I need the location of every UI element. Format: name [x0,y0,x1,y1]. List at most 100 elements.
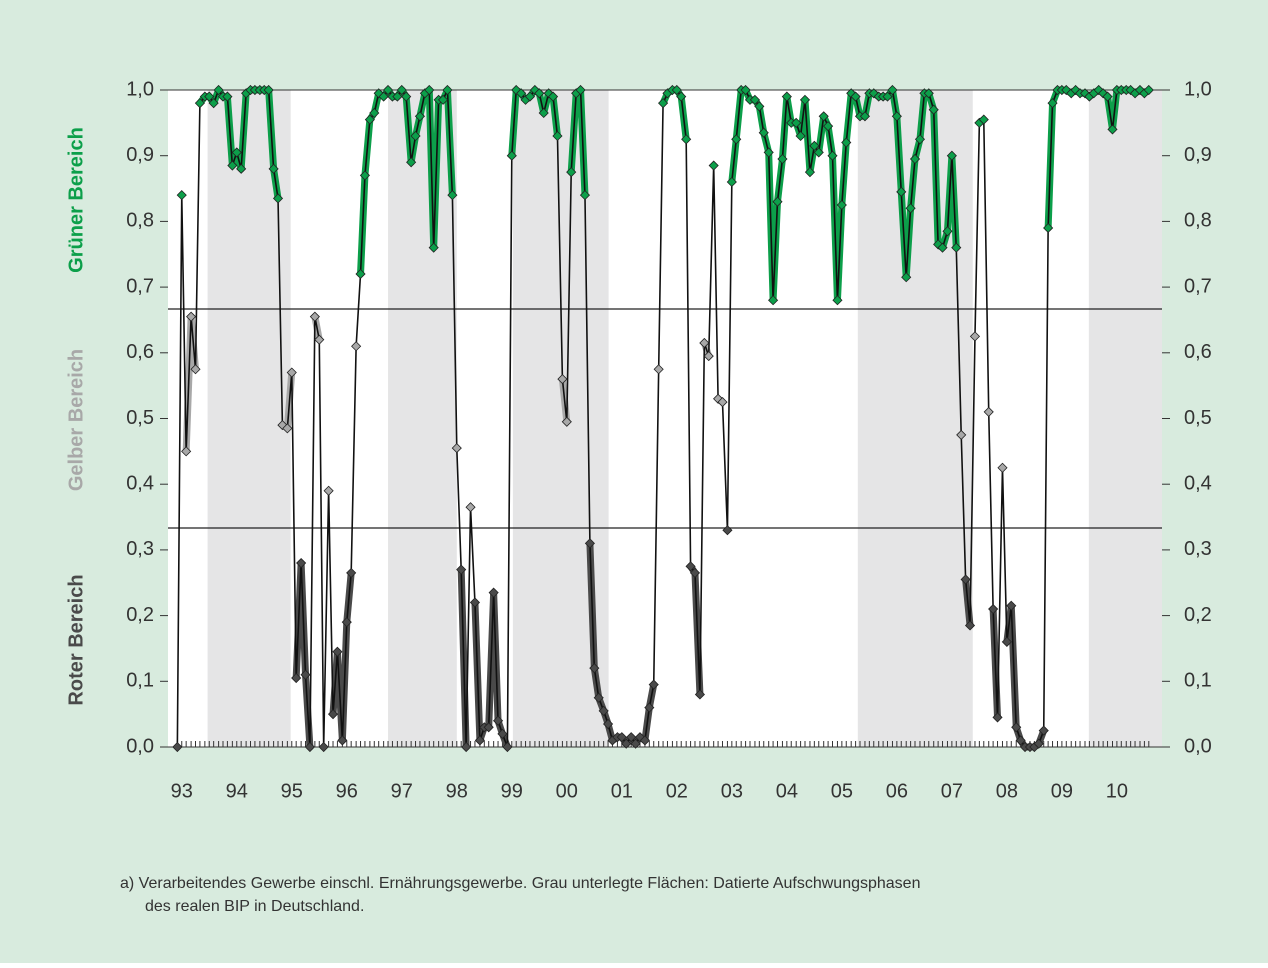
marker [621,738,632,749]
zone-label: Grüner Bereich [65,127,87,273]
y-tick-label: 0,8 [126,210,154,232]
marker [1107,124,1118,135]
marker [492,715,504,726]
marker [1102,91,1113,102]
marker [832,295,843,306]
marker [648,679,659,690]
marker [823,121,834,132]
marker [286,367,297,378]
marker [689,567,701,578]
marker [566,167,577,178]
marker [557,374,568,385]
marker [795,130,806,142]
marker [364,114,375,125]
marker [304,741,315,753]
marker [456,564,467,575]
marker [644,702,655,713]
marker [909,153,921,165]
y-tick-label: 0,5 [126,407,154,429]
marker [768,295,779,306]
marker [194,98,205,109]
marker [616,732,627,743]
marker [1079,88,1091,99]
marker [694,689,705,700]
marker [511,84,522,96]
marker [552,130,563,142]
marker [960,574,971,585]
x-tick-label: 94 [226,780,248,802]
y-tick-label: 0,2 [126,604,154,626]
footnote: a) Verarbeitendes Gewerbe einschl. Ernäh… [120,875,920,892]
marker [323,485,334,496]
marker [236,163,247,174]
marker [378,91,389,102]
marker [506,150,517,161]
marker [964,620,976,631]
marker [474,735,485,746]
marker [891,111,902,122]
marker [1043,222,1054,234]
marker [1038,725,1049,736]
marker [708,160,719,171]
marker [749,94,761,105]
marker [598,705,609,716]
marker [186,311,197,322]
marker [181,446,192,457]
marker [382,84,394,96]
marker [887,84,898,96]
marker [914,134,926,145]
marker [497,728,508,739]
marker [740,84,751,96]
marker [969,331,981,342]
marker [901,272,912,283]
y-tick-label: 0,6 [1184,341,1212,363]
y-tick-label: 0,1 [126,670,154,692]
marker [896,186,907,197]
marker [882,91,893,102]
marker [836,199,847,211]
marker [772,196,783,207]
marker [685,561,696,572]
marker [827,150,838,161]
y-tick-label: 0,5 [1184,407,1212,429]
x-tick-label: 96 [336,780,358,802]
marker [681,134,692,145]
marker [584,538,595,549]
marker [227,160,238,171]
marker [658,98,669,109]
marker [355,268,366,280]
shaded-period [388,90,457,747]
marker [309,311,320,322]
y-tick-label: 0,0 [126,735,154,757]
marker [442,84,453,96]
marker [359,170,370,181]
marker [593,692,604,703]
marker [410,130,421,142]
marker [717,397,728,408]
marker [483,722,494,733]
marker [547,91,559,102]
marker [722,525,733,536]
marker [437,94,449,105]
marker [231,147,242,158]
marker [176,190,187,201]
y-tick-label: 0,7 [1184,275,1212,297]
marker [841,137,852,148]
marker [314,334,325,345]
marker [676,91,687,102]
marker [469,597,481,608]
marker [406,157,417,168]
marker [603,718,614,730]
marker [291,672,302,684]
y-tick-label: 0,3 [126,538,154,560]
marker [341,617,352,628]
marker [791,117,802,128]
marker [318,741,329,753]
marker [1006,600,1017,611]
x-tick-label: 04 [776,780,798,802]
marker [488,587,499,598]
marker [1134,84,1146,96]
marker [726,176,737,188]
marker [799,94,811,105]
marker [414,111,426,122]
